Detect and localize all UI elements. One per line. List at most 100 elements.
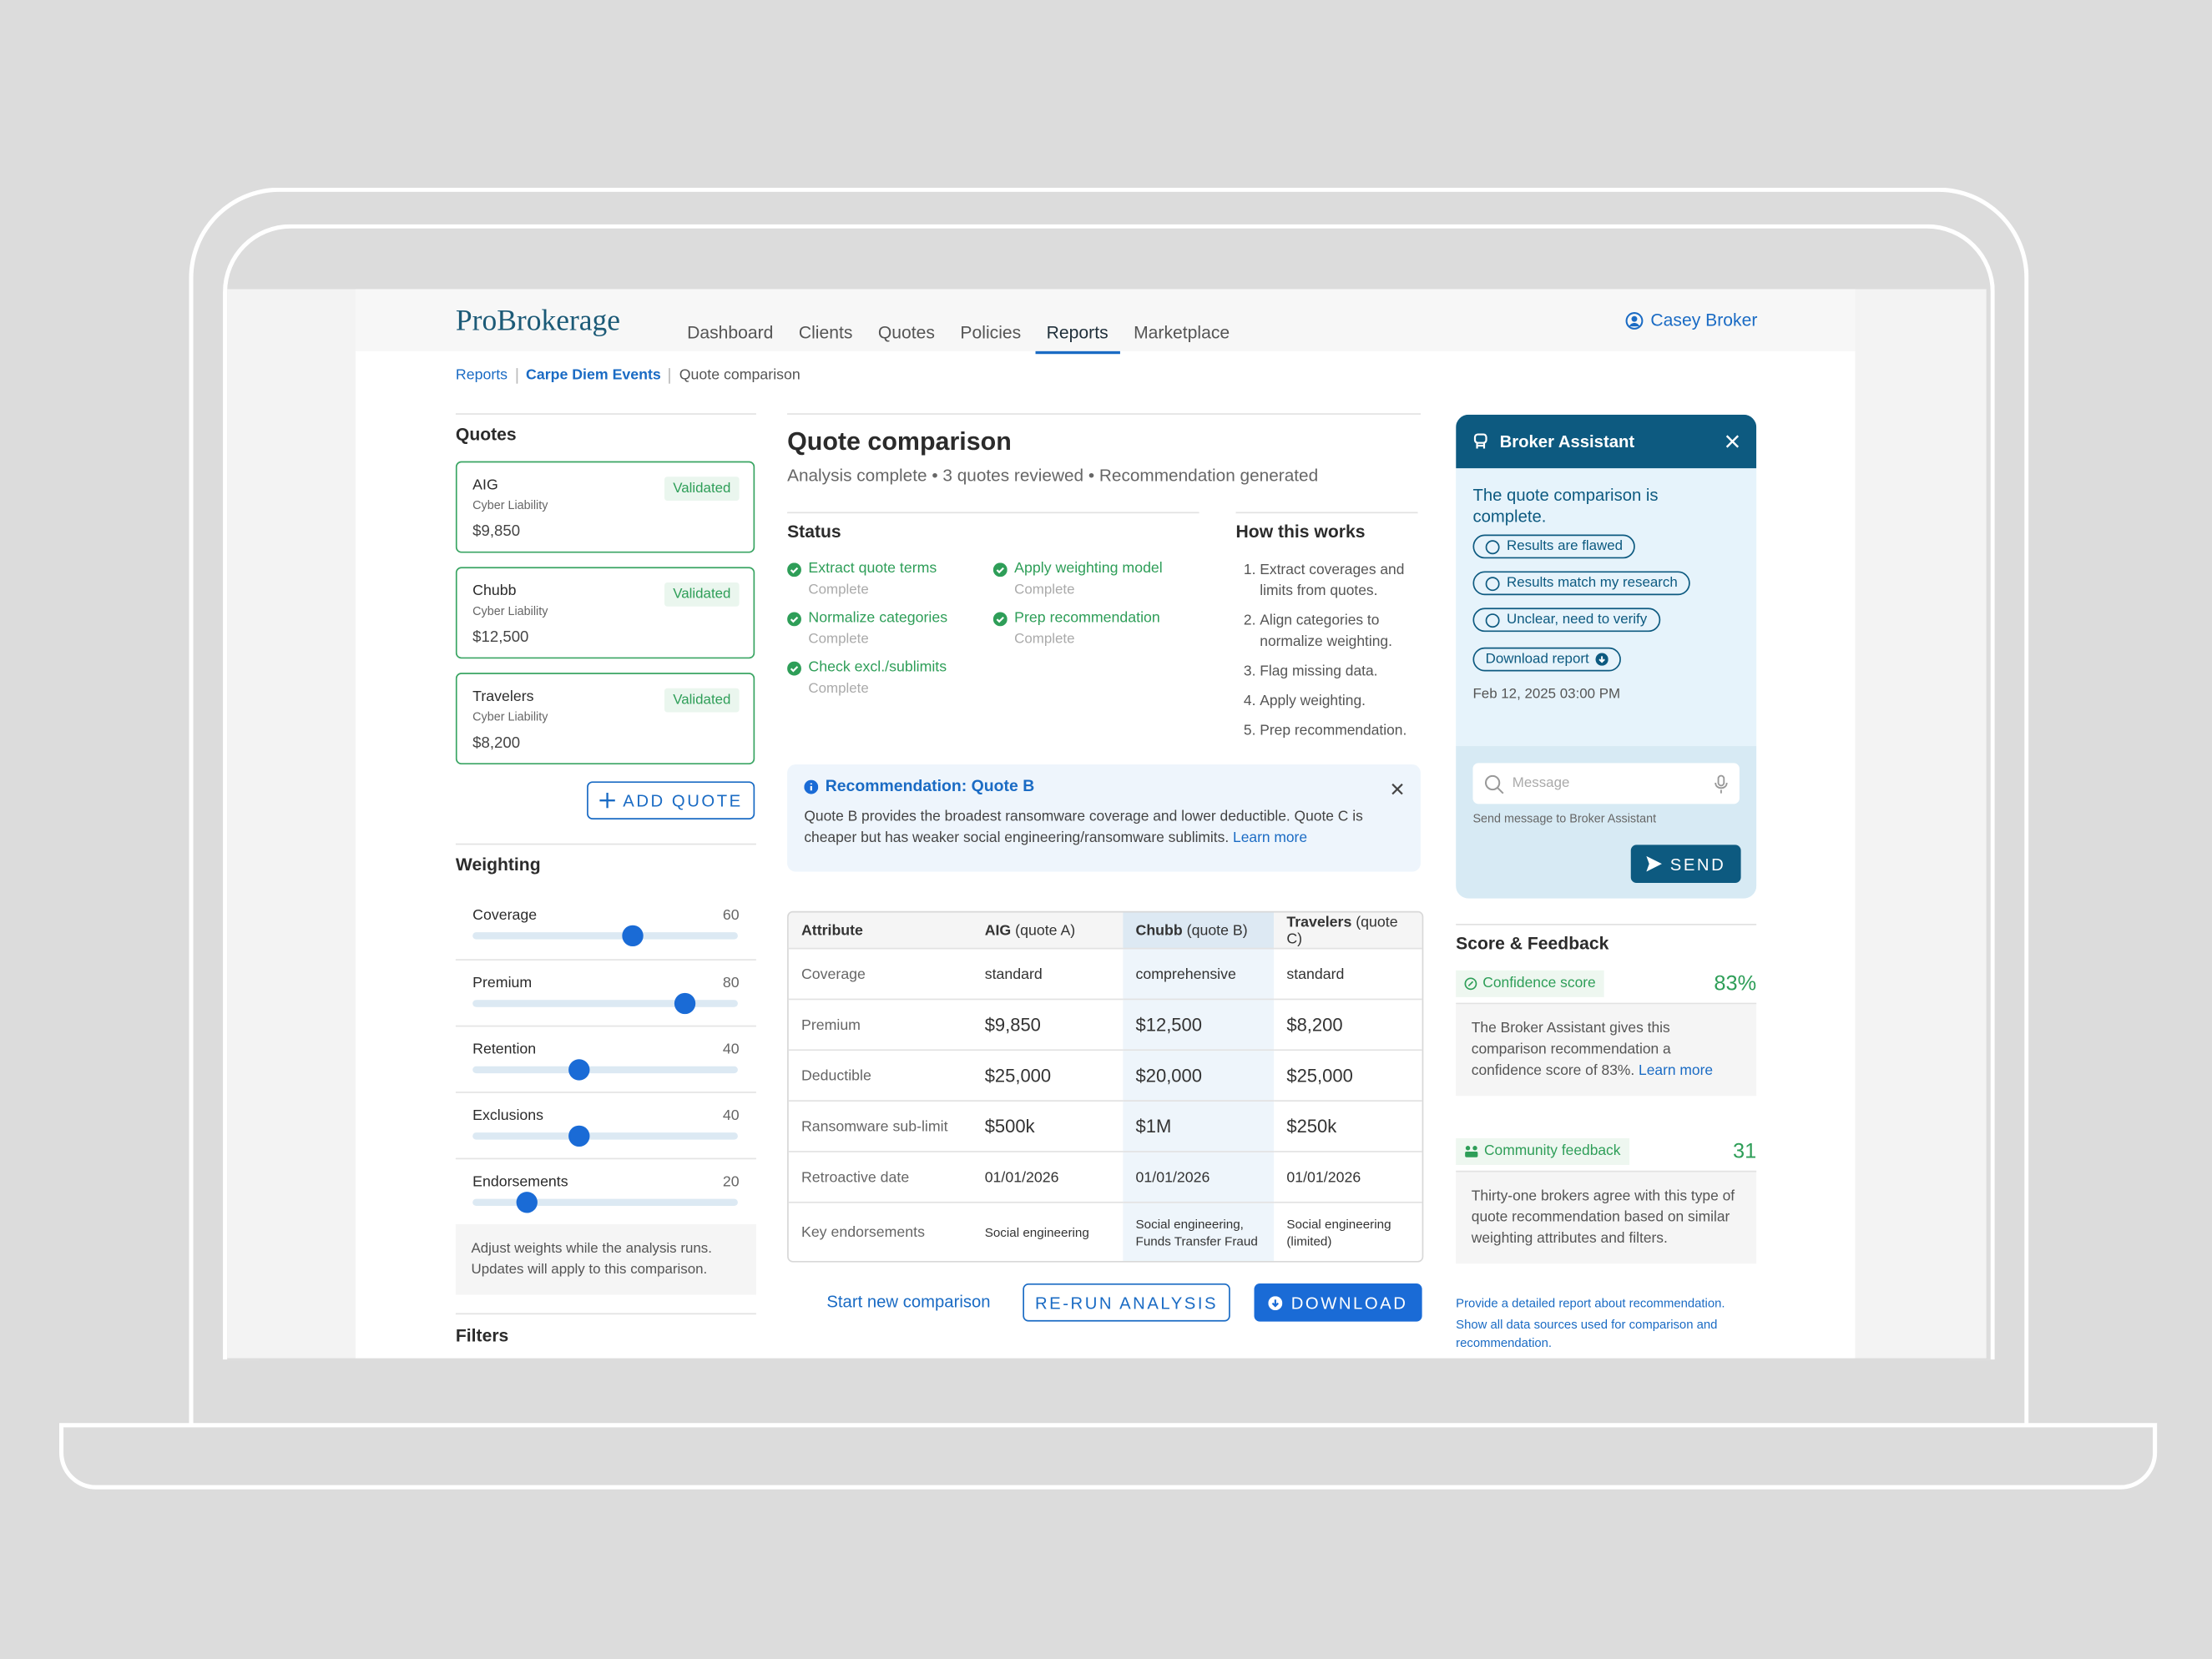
column-name: Travelers [1286,913,1352,930]
table-cell: $20,000 [1123,1050,1275,1102]
step-state: Complete [808,681,869,697]
assistant-options: Results are flawed Results match my resea… [1472,534,1739,645]
status-title: Status [787,522,841,542]
weight-row: Premium 80 [455,959,756,1026]
add-quote-button[interactable]: ADD QUOTE [587,781,755,819]
nav-item[interactable]: Clients [798,323,853,343]
step-state: Complete [808,582,869,598]
quote-card[interactable]: Travelers Cyber Liability $8,200 Validated [455,673,755,765]
check [787,661,801,708]
table-cell: $25,000 [972,1050,1124,1102]
column-name: AIG [984,921,1012,939]
table-row: Retroactive date 01/01/2026 01/01/2026 01/0… [788,1151,1422,1203]
slider-track[interactable] [472,925,738,947]
quote-price: $12,500 [472,628,529,647]
download-button[interactable]: DOWNLOAD [1254,1283,1422,1322]
weight-value: 80 [722,974,740,992]
breadcrumb-item[interactable]: Reports [455,366,508,384]
option-chip[interactable]: Results match my research [1472,571,1691,596]
step-text: Apply weighting model Complete [1014,560,1163,609]
option-label[interactable]: Unclear, need to verify [1507,612,1648,628]
assistant-header: Broker Assistant [1456,414,1757,469]
weight-value: 40 [722,1041,740,1058]
how-steps: Extract coverages and limits from quotes… [1236,560,1422,750]
table-cell: 01/01/2026 [1123,1151,1275,1203]
feedback-links: Provide a detailed report about recommen… [1456,1295,1756,1356]
divider [787,512,1199,514]
rerun-button[interactable]: RE-RUN ANALYSIS [1023,1283,1230,1322]
table-row: Coverage standard comprehensive standard [788,948,1422,1001]
send-label[interactable]: SEND [1669,854,1726,875]
new-comparison-link[interactable]: Start new comparison [826,1292,991,1312]
feedback-link[interactable]: Provide a detailed report about recommen… [1456,1296,1725,1311]
quote-line: Cyber Liability [472,709,548,724]
how-step: Apply weighting. [1260,691,1422,712]
divider [455,1313,756,1315]
table-row: Key endorsements Social engineering Social… [789,1202,1422,1261]
mic-icon[interactable] [1714,774,1728,794]
add-quote-label[interactable]: ADD QUOTE [623,790,743,810]
slider-knob[interactable] [674,992,696,1015]
status-step: Check excl./sublimits Complete [787,658,993,708]
rerun-label[interactable]: RE-RUN ANALYSIS [1034,1292,1219,1313]
brand[interactable]: ProBrokerage [455,303,621,337]
nav-item[interactable]: Marketplace [1134,323,1230,343]
download-report-label[interactable]: Download report [1485,651,1589,668]
table-row: Premium $9,850 $12,500 $8,200 [788,999,1422,1051]
download-report[interactable]: Download report [1472,647,1622,672]
rec-body: Quote B provides the broadest ransomware… [804,807,1375,850]
feedback-link[interactable]: Show all data sources used for compariso… [1456,1317,1718,1350]
nav-item[interactable]: Reports [1035,323,1120,355]
message-input[interactable]: Message [1472,763,1740,804]
rec-link[interactable]: Learn more [1233,830,1308,847]
table-cell: $9,850 [972,999,1124,1051]
close-icon[interactable] [1391,783,1403,795]
check-icon [787,612,801,627]
quote-card[interactable]: AIG Cyber Liability $9,850 Validated [455,461,755,553]
slider-track[interactable] [472,1059,738,1081]
breadcrumb-item[interactable]: Carpe Diem Events [526,366,661,384]
quote-name: Travelers [472,688,534,706]
placeholder[interactable]: Message [1512,775,1570,792]
nav-item[interactable]: Quotes [877,323,936,343]
plus-icon [598,792,615,809]
community-icon [1465,1146,1478,1157]
user-name[interactable]: Casey Broker [1650,310,1758,330]
slider-track[interactable] [472,992,738,1015]
confidence-link[interactable]: Learn more [1639,1063,1714,1079]
quote-card[interactable]: Chubb Cyber Liability $12,500 Validated [455,567,755,659]
slider-knob[interactable] [621,925,644,947]
table-cell: standard [1274,948,1422,1001]
step-label: Check excl./sublimits [808,658,947,676]
community-pill: Community feedback [1456,1137,1629,1166]
radio [1485,613,1500,628]
info-icon [804,779,819,794]
filters-title: Filters [455,1325,509,1346]
download-label[interactable]: DOWNLOAD [1290,1292,1408,1313]
option-chip[interactable]: Results are flawed [1472,534,1636,559]
laptop-base [58,1423,2158,1490]
option-label[interactable]: Results match my research [1507,575,1678,592]
slider-track[interactable] [472,1125,738,1147]
assistant-icon [1473,433,1487,449]
send-button[interactable]: SEND [1630,845,1741,884]
close-icon[interactable] [1725,435,1740,449]
option-label[interactable]: Results are flawed [1507,538,1624,555]
download-icon [1268,1295,1283,1310]
nav-item[interactable]: Dashboard [687,323,774,343]
option-chip[interactable]: Unclear, need to verify [1472,608,1660,633]
slider-knob[interactable] [568,1125,590,1147]
table-cell: Key endorsements [800,1223,925,1241]
table-cell: Retroactive date [788,1151,972,1203]
table-cell: Deductible [788,1050,972,1102]
weight-row: Exclusions 40 [455,1092,756,1159]
table-cell: Social engineering [984,1224,1089,1239]
nav-item[interactable]: Policies [960,323,1022,343]
slider-track[interactable] [472,1192,738,1213]
slider-knob[interactable] [568,1059,590,1081]
rec-text: Quote B provides the broadest ransomware… [804,809,1363,847]
weight-label: Exclusions [472,1107,544,1125]
slider-knob[interactable] [515,1192,538,1213]
user-menu[interactable]: Casey Broker [1625,310,1757,330]
